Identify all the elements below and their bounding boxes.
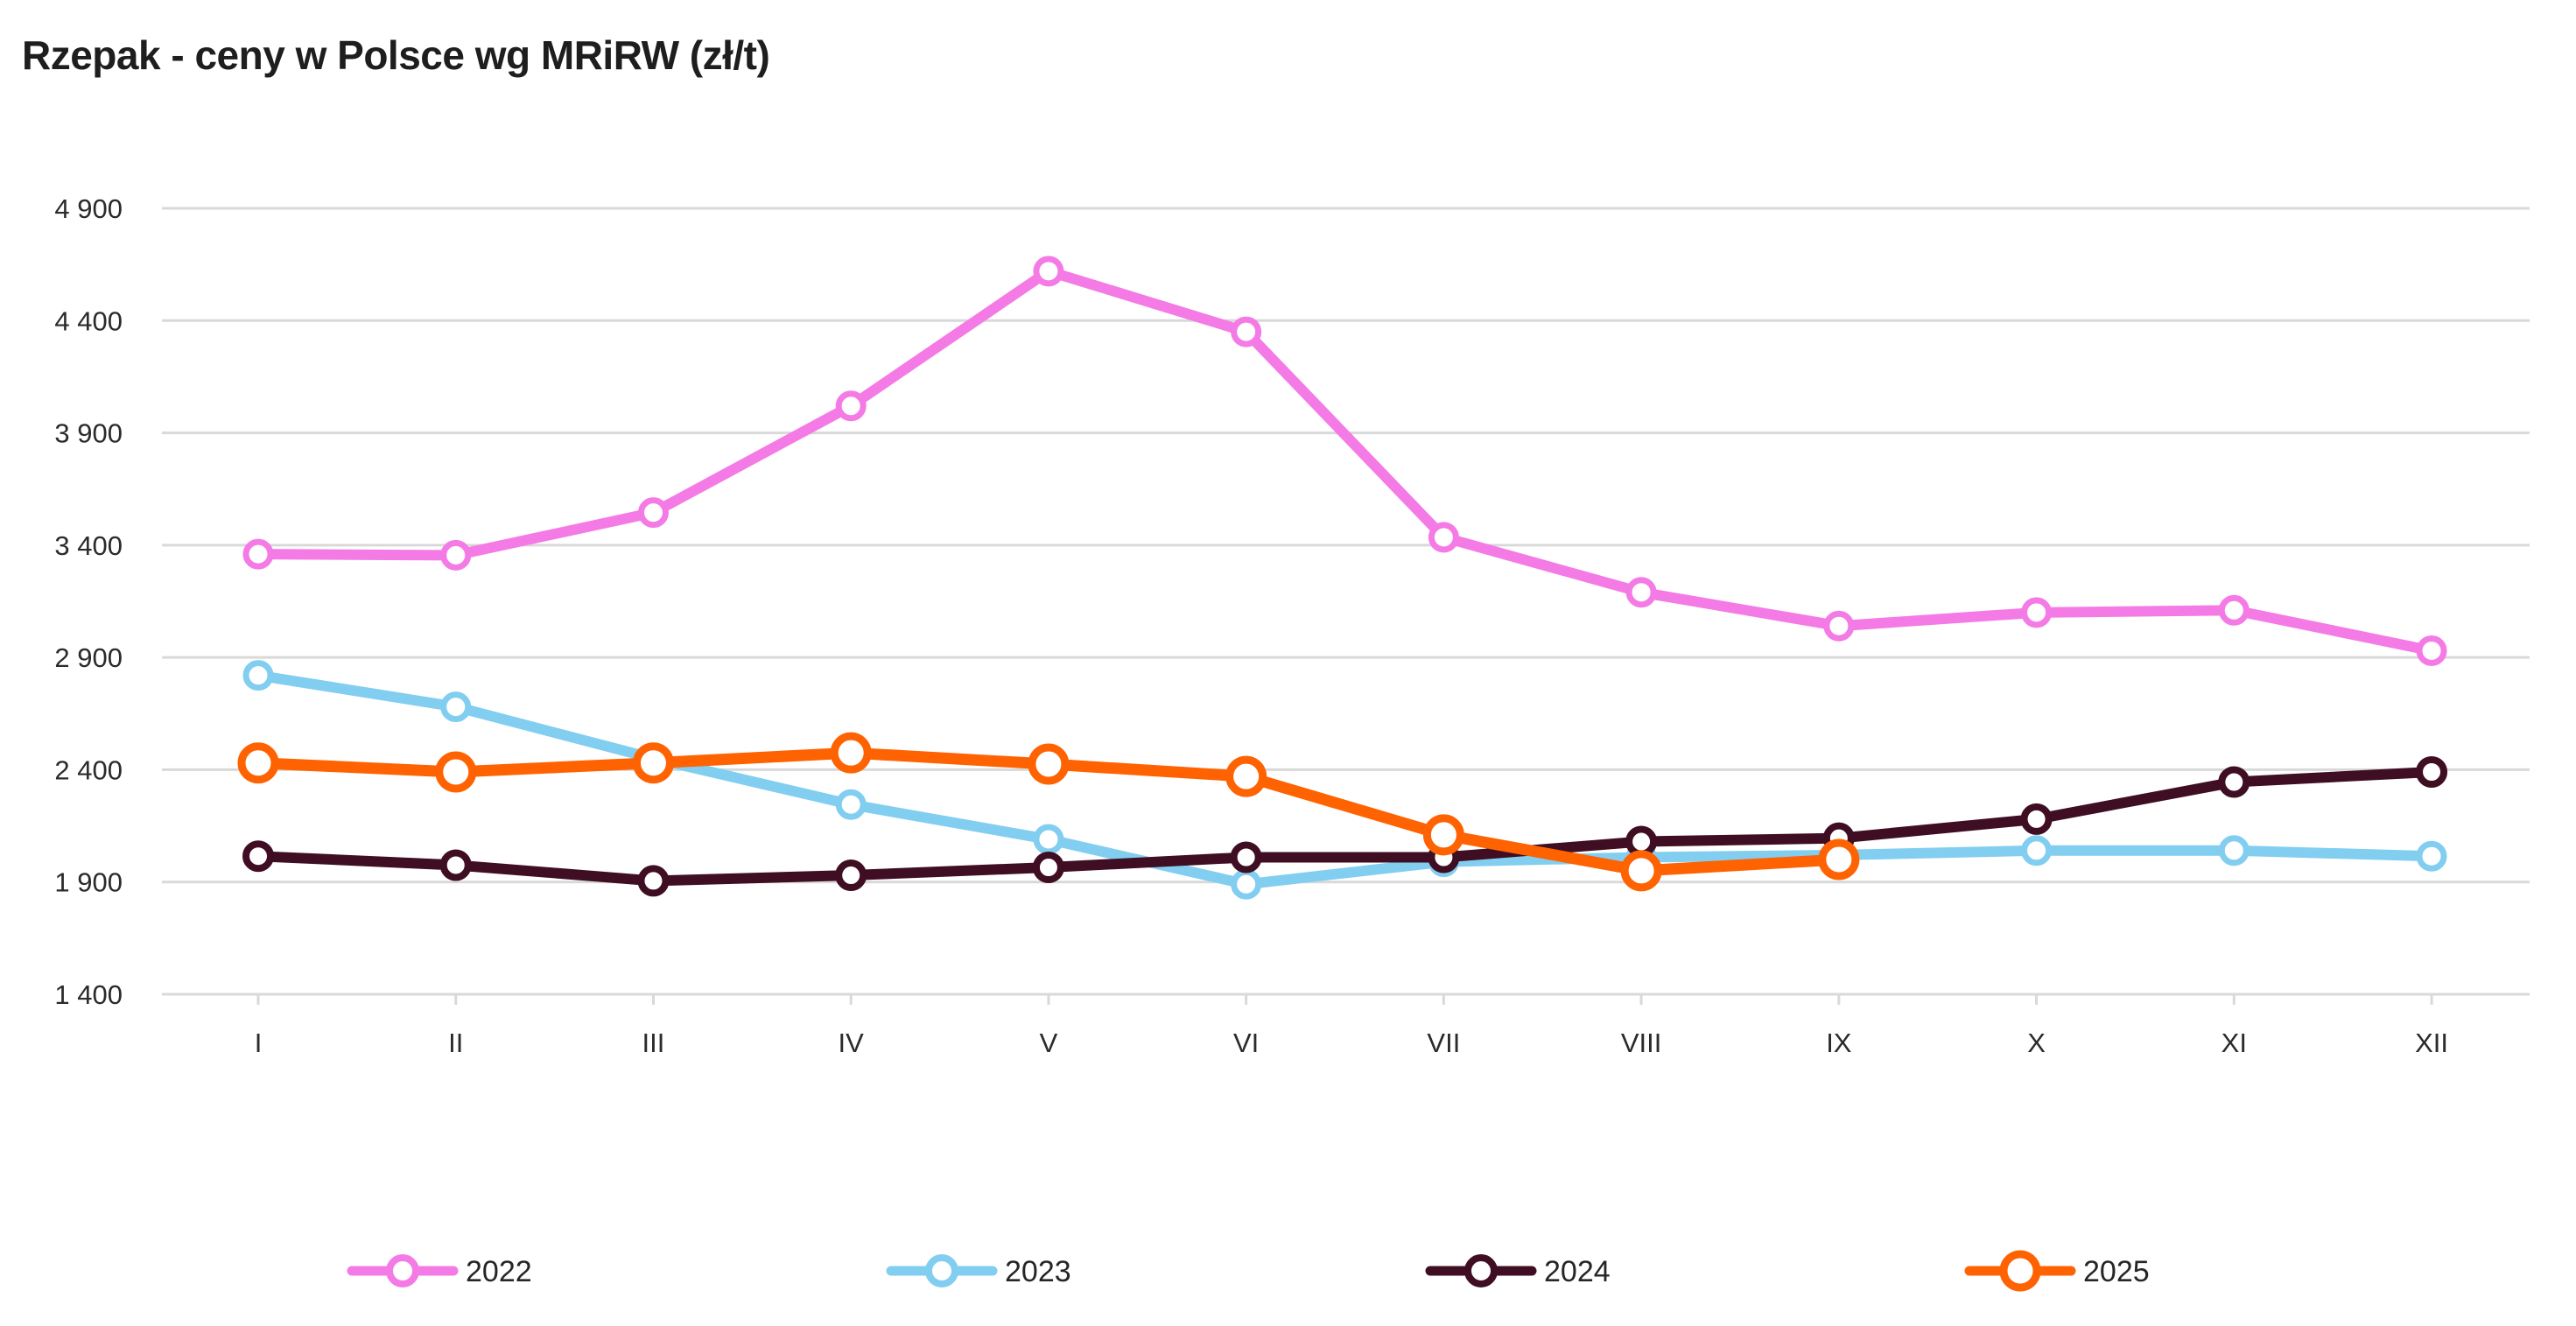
data-point-2024-IV: [835, 859, 867, 892]
data-point-2025-IV: [830, 732, 872, 774]
data-point-2023-XI: [2218, 835, 2250, 866]
data-point-2022-I: [242, 538, 274, 570]
data-point-2025-V: [1028, 743, 1070, 785]
data-point-2024-XII: [2416, 755, 2448, 788]
series-line-2022: [253, 265, 2438, 656]
data-point-2022-II: [440, 539, 472, 571]
x-axis-month-label: III: [642, 1028, 665, 1058]
x-axis-month-label: II: [448, 1028, 463, 1058]
data-point-2025-VII: [1422, 814, 1464, 856]
data-point-2022-VIII: [1625, 577, 1657, 608]
data-point-2024-III: [637, 865, 670, 897]
data-point-2025-VI: [1225, 755, 1267, 797]
x-axis-month-label: X: [2027, 1028, 2046, 1058]
data-point-2024-I: [242, 840, 274, 873]
data-point-2023-II: [440, 691, 472, 723]
y-axis-tick-label: 1 400: [54, 979, 123, 1010]
series-line-2024: [253, 766, 2438, 887]
data-point-2025-IX: [1818, 838, 1860, 880]
legend-marker-circle-2022: [386, 1254, 419, 1287]
y-axis-tick-label: 2 900: [54, 642, 123, 673]
data-point-2022-IX: [1823, 610, 1855, 642]
data-point-2025-VIII: [1620, 850, 1662, 892]
data-point-2023-V: [1033, 824, 1064, 855]
legend-marker-circle-2023: [925, 1254, 958, 1287]
y-axis-tick-label: 3 400: [54, 530, 123, 561]
data-point-2024-X: [2020, 803, 2053, 835]
x-axis-month-label: VI: [1233, 1028, 1259, 1058]
data-point-2022-X: [2021, 597, 2053, 628]
data-point-2023-XII: [2416, 840, 2447, 872]
legend-marker-circle-2025: [1999, 1250, 2041, 1292]
x-axis-month-label: VII: [1427, 1028, 1460, 1058]
data-point-2022-V: [1033, 256, 1064, 287]
legend-label-2025: 2025: [2083, 1255, 2150, 1288]
data-point-2022-VI: [1231, 316, 1262, 347]
data-point-2025-II: [435, 751, 477, 793]
data-point-2024-VIII: [1625, 825, 1658, 858]
legend-label-2024: 2024: [1544, 1255, 1611, 1288]
series-line-2023: [253, 670, 2438, 890]
data-point-2024-VI: [1230, 841, 1262, 873]
data-point-2024-XI: [2218, 766, 2250, 798]
data-point-2025-III: [632, 742, 674, 784]
data-point-2024-II: [439, 849, 472, 881]
data-point-2023-I: [242, 660, 274, 691]
y-axis-tick-label: 1 900: [54, 867, 123, 898]
legend-marker-circle-2024: [1464, 1254, 1498, 1287]
data-point-2022-IV: [835, 390, 867, 422]
x-axis-month-label: VIII: [1621, 1028, 1662, 1058]
legend-label-2022: 2022: [466, 1255, 532, 1288]
data-point-2023-VI: [1231, 868, 1262, 900]
y-axis-tick-label: 2 400: [54, 754, 123, 785]
data-point-2024-V: [1032, 852, 1064, 884]
chart-title: Rzepak - ceny w Polsce wg MRiRW (zł/t): [22, 32, 770, 78]
x-axis-month-label: IV: [839, 1028, 865, 1058]
y-axis-tick-label: 3 900: [54, 418, 123, 449]
data-point-2023-X: [2021, 835, 2053, 866]
data-point-2022-XI: [2218, 594, 2250, 626]
x-axis-month-label: XII: [2415, 1028, 2448, 1058]
x-axis-month-label: IX: [1826, 1028, 1852, 1058]
data-point-2022-XII: [2416, 635, 2447, 666]
data-point-2023-IV: [835, 789, 867, 820]
x-axis-month-label: XI: [2222, 1028, 2247, 1058]
legend-label-2023: 2023: [1005, 1255, 1071, 1288]
data-point-2025-I: [237, 742, 279, 784]
y-axis-tick-label: 4 400: [54, 305, 123, 336]
x-axis-month-label: V: [1040, 1028, 1058, 1058]
y-axis-tick-label: 4 900: [54, 193, 123, 224]
data-point-2022-III: [637, 497, 669, 529]
x-axis-month-label: I: [255, 1028, 263, 1058]
data-point-2022-VII: [1428, 522, 1459, 553]
